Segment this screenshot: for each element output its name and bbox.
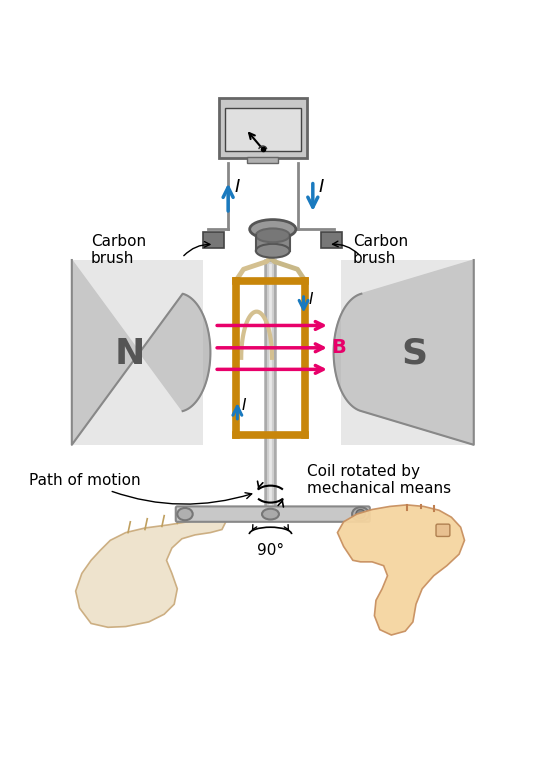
Ellipse shape (356, 509, 365, 518)
Text: S: S (401, 337, 427, 371)
Bar (320, 232, 342, 248)
Text: N: N (115, 337, 145, 371)
Polygon shape (76, 517, 226, 627)
Text: $I$: $I$ (308, 291, 314, 307)
FancyBboxPatch shape (176, 506, 370, 521)
Polygon shape (337, 505, 464, 635)
Bar (72, 260, 203, 445)
Ellipse shape (352, 507, 369, 521)
Bar (225, 108, 301, 151)
Polygon shape (72, 260, 211, 445)
Bar (219, 98, 308, 158)
Text: 90°: 90° (257, 544, 284, 558)
Bar (256, 235, 290, 251)
Text: $I$: $I$ (241, 397, 247, 413)
Bar (341, 260, 474, 445)
Text: Carbon
brush: Carbon brush (353, 233, 408, 266)
Bar (247, 157, 278, 163)
Ellipse shape (256, 244, 290, 258)
Ellipse shape (256, 228, 290, 243)
Ellipse shape (177, 508, 193, 520)
FancyBboxPatch shape (436, 524, 450, 537)
Text: $\mathbf{B}$: $\mathbf{B}$ (332, 338, 346, 357)
Text: $I$: $I$ (233, 178, 240, 197)
Text: Carbon
brush: Carbon brush (91, 233, 146, 266)
Text: $I$: $I$ (318, 178, 325, 197)
Ellipse shape (262, 508, 279, 519)
Text: Path of motion: Path of motion (29, 473, 252, 504)
Bar (203, 232, 224, 248)
Polygon shape (334, 260, 474, 445)
Text: Coil rotated by
mechanical means: Coil rotated by mechanical means (306, 464, 451, 496)
Ellipse shape (249, 220, 296, 239)
